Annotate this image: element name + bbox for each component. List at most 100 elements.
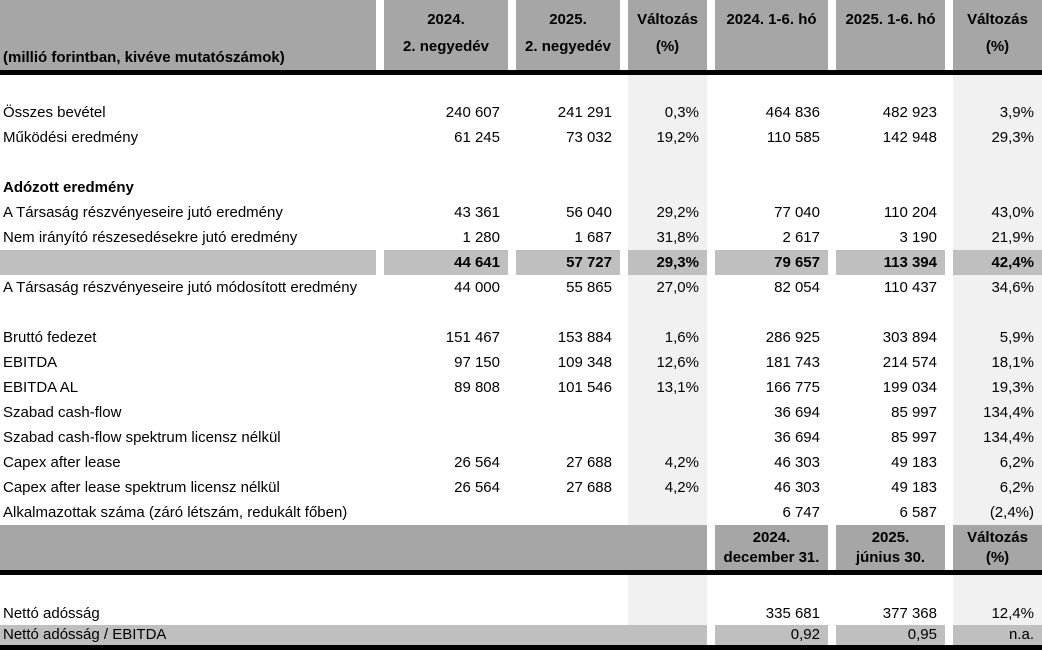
col-header-2024-h1: 2024. 1-6. hó (715, 0, 828, 70)
col-header-line2: (%) (985, 549, 1010, 566)
col-header-change-balance: Változás (%) (953, 525, 1042, 570)
value-2024-q2 (384, 300, 508, 325)
value-2024-h1: 166 775 (765, 379, 820, 396)
col-header-line2: 2. negyedév (403, 38, 489, 55)
value-2024-h1: 110 585 (766, 129, 820, 146)
value-2025-q2: 73 032 (566, 129, 612, 146)
value-2024-q2: 44 000 (454, 279, 500, 296)
col-header-line1: 2025. (549, 11, 587, 28)
table-header-balance: 2024. december 31. 2025. június 30. Vált… (0, 525, 1042, 570)
value-2025-q2: 56 040 (566, 204, 612, 221)
value-change-quarter: 13,1% (628, 375, 707, 400)
row-label: Alkalmazottak száma (záró létszám, reduk… (3, 504, 348, 521)
value-2024-q2: 44 641 (384, 250, 508, 275)
value-change-quarter: 31,8% (628, 225, 707, 250)
col-header-line1: 2024. 1-6. hó (726, 11, 817, 28)
value-change-quarter: 29,3% (628, 250, 707, 275)
col-header-line2: (%) (655, 38, 680, 55)
table-row-net-debt: Nettó adósság 335 681 377 368 12,4% (0, 603, 1042, 625)
value-change-halfyear: 19,3% (953, 375, 1042, 400)
value-2024-h1: 46 303 (774, 454, 820, 471)
value-change-balance: 12,4% (953, 603, 1042, 625)
value-2024-q2 (384, 75, 508, 100)
col-header-line2: december 31. (723, 549, 820, 566)
col-header-line2: 2. negyedév (525, 38, 611, 55)
value-2025-q2 (516, 300, 620, 325)
row-label: Capex after lease (3, 454, 121, 471)
table-header-quarterly: (millió forintban, kivéve mutatószámok) … (0, 0, 1042, 70)
bottom-rule (0, 645, 1042, 650)
value-2024-q2: 1 280 (462, 229, 500, 246)
value-2024-h1: 181 743 (765, 354, 820, 371)
table-row: A Társaság részvényeseire jutó eredmény … (0, 200, 1042, 225)
table-row: Működési eredmény 61 245 73 032 19,2% 11… (0, 125, 1042, 150)
row-label: Nem irányító részesedésekre jutó eredmén… (3, 229, 298, 246)
change-band-cell (628, 603, 707, 625)
col-header-2025-q2: 2025. 2. negyedév (516, 0, 620, 70)
value-2025-jun30: 377 368 (882, 605, 937, 622)
table-row: Adózott eredmény (0, 175, 1042, 200)
value-2024-h1: 77 040 (774, 204, 820, 221)
value-change-halfyear: 21,9% (953, 225, 1042, 250)
value-2024-q2 (384, 425, 508, 450)
value-2024-q2: 97 150 (454, 354, 500, 371)
value-2025-q2: 27 688 (566, 454, 612, 471)
col-header-line1: 2024. (752, 529, 791, 546)
table-row: Összes bevétel 240 607 241 291 0,3% 464 … (0, 100, 1042, 125)
value-2025-q2: 57 727 (516, 250, 620, 275)
row-label (0, 300, 376, 325)
value-change-quarter: 29,2% (628, 200, 707, 225)
value-change-halfyear (953, 75, 1042, 100)
value-change-quarter: 27,0% (628, 275, 707, 300)
table-row: Nem irányító részesedésekre jutó eredmén… (0, 225, 1042, 250)
value-2025-h1: 6 587 (899, 504, 937, 521)
col-header-line1: 2024. (427, 11, 465, 28)
value-change-halfyear (953, 300, 1042, 325)
value-2025-h1: 110 437 (883, 279, 937, 296)
value-change-halfyear: (2,4%) (953, 500, 1042, 525)
value-change-halfyear: 134,4% (953, 400, 1042, 425)
value-2024-h1: 286 925 (765, 329, 820, 346)
value-2024-dec31: 335 681 (765, 605, 820, 622)
value-2024-q2: 61 245 (454, 129, 500, 146)
col-header-line1: Változás (967, 11, 1028, 28)
col-header-change-quarter: Változás (%) (628, 0, 707, 70)
value-change-halfyear: 29,3% (953, 125, 1042, 150)
value-change-halfyear (953, 175, 1042, 200)
row-label: Szabad cash-flow spektrum licensz nélkül (3, 429, 281, 446)
value-change-quarter: 19,2% (628, 125, 707, 150)
row-label: Capex after lease spektrum licensz nélkü… (3, 479, 280, 496)
value-2024-q2: 240 607 (445, 104, 500, 121)
value-2024-h1 (715, 150, 828, 175)
row-label: Összes bevétel (3, 104, 106, 121)
row-label: A Társaság részvényeseire jutó módosítot… (3, 279, 358, 296)
table-row: Szabad cash-flow spektrum licensz nélkül… (0, 425, 1042, 450)
value-2025-h1 (836, 150, 945, 175)
header-rule (0, 70, 1042, 75)
table-row: EBITDA AL 89 808 101 546 13,1% 166 775 1… (0, 375, 1042, 400)
value-2025-q2 (516, 425, 620, 450)
value-2025-h1: 199 034 (882, 379, 937, 396)
value-change-halfyear: 5,9% (953, 325, 1042, 350)
value-2024-q2: 43 361 (454, 204, 500, 221)
blank-row (0, 575, 1042, 603)
value-2024-h1: 2 617 (782, 229, 820, 246)
value-change-halfyear (953, 150, 1042, 175)
col-header-line2: június 30. (855, 549, 926, 566)
value-2025-h1: 303 894 (882, 329, 937, 346)
value-2025-q2: 109 348 (557, 354, 612, 371)
value-2025-h1: 85 997 (891, 404, 937, 421)
value-change-halfyear: 18,1% (953, 350, 1042, 375)
value-change-halfyear: 6,2% (953, 475, 1042, 500)
value-2024-h1: 79 657 (715, 250, 828, 275)
row-label: Bruttó fedezet (3, 329, 97, 346)
table-row (0, 150, 1042, 175)
table-row: Bruttó fedezet 151 467 153 884 1,6% 286 … (0, 325, 1042, 350)
value-2024-h1 (715, 175, 828, 200)
value-change-halfyear: 3,9% (953, 100, 1042, 125)
change-band-cell (953, 575, 1042, 603)
balance-header-rule (0, 570, 1042, 575)
table-row-net-debt-ebitda: Nettó adósság / EBITDA 0,92 0,95 n.a. (0, 625, 1042, 645)
value-change-quarter (628, 150, 707, 175)
table-row: Capex after lease spektrum licensz nélkü… (0, 475, 1042, 500)
